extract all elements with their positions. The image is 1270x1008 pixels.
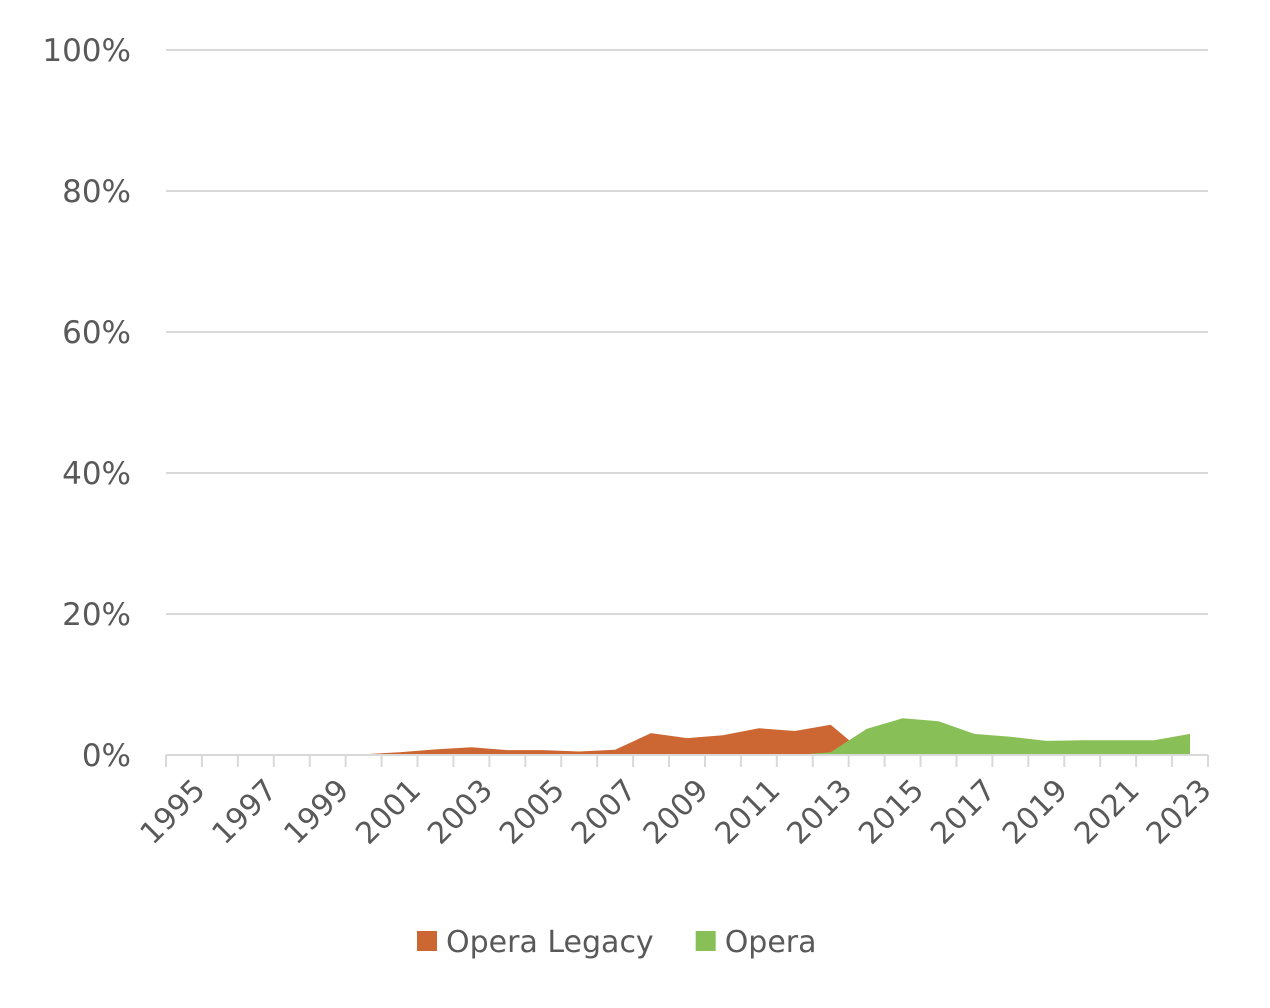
y-tick-label: 60% <box>62 315 131 351</box>
y-tick-label: 100% <box>42 33 131 69</box>
legend-swatch <box>695 931 716 951</box>
x-tick-label: 2011 <box>709 773 788 852</box>
y-tick-label: 20% <box>62 597 131 633</box>
x-axis-labels: 1995199719992001200320052007200920112013… <box>134 773 1219 852</box>
x-tick-label: 2017 <box>924 773 1003 852</box>
x-tick-label: 2003 <box>421 773 500 852</box>
y-tick-label: 40% <box>62 456 131 492</box>
legend: Opera Legacy Opera <box>417 925 817 960</box>
x-axis <box>165 754 1209 767</box>
gridlines <box>166 49 1208 615</box>
y-tick-label: 80% <box>62 174 131 210</box>
legend-label: Opera <box>725 925 817 960</box>
x-tick-label: 2007 <box>565 773 644 852</box>
y-tick-label: 0% <box>82 738 131 774</box>
x-tick-label: 2015 <box>852 773 931 852</box>
x-tick-label: 2021 <box>1068 773 1147 852</box>
area-opera <box>183 718 1191 755</box>
legend-swatch <box>417 931 437 951</box>
x-tick-label: 2013 <box>780 773 859 852</box>
x-tick-label: 2009 <box>637 773 716 852</box>
x-tick-label: 2001 <box>349 773 428 852</box>
legend-label: Opera Legacy <box>446 925 654 960</box>
area-opera-legacy <box>183 724 1191 755</box>
x-tick-label: 2023 <box>1140 773 1219 852</box>
y-axis-labels: 0% 20% 40% 60% 80% 100% <box>42 33 131 774</box>
x-tick-label: 1997 <box>206 773 285 852</box>
x-tick-label: 1999 <box>277 773 356 852</box>
x-tick-label: 2005 <box>493 773 572 852</box>
x-tick-label: 2019 <box>996 773 1075 852</box>
x-tick-label: 1995 <box>134 773 213 852</box>
series-areas <box>183 718 1191 755</box>
